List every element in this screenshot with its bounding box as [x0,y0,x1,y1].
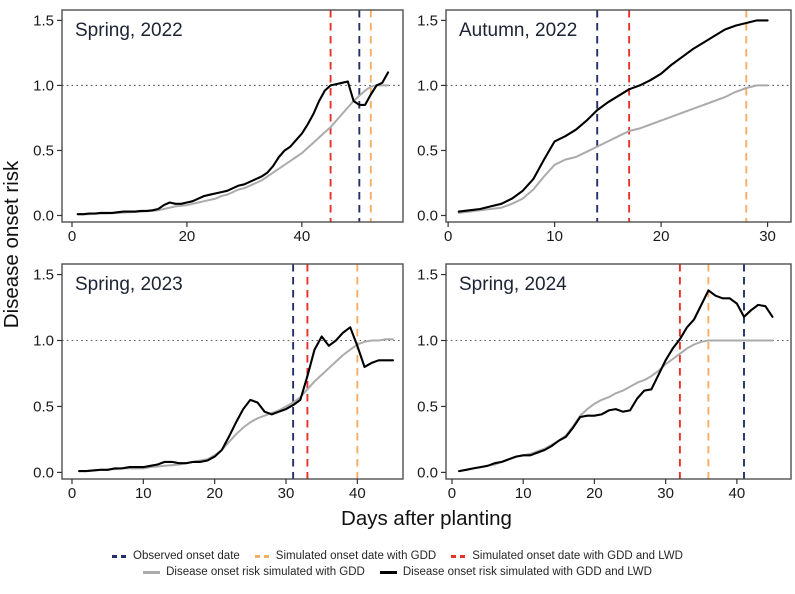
x-tick-label: 20 [653,228,670,245]
legend-label: Simulated onset date with GDD and LWD [472,550,683,562]
risk-curve-risk_gdd [457,84,769,214]
panel-title: Autumn, 2022 [459,20,577,41]
x-axis-title: Days after planting [341,507,512,530]
legend-item: Disease onset risk simulated with GDD an… [379,565,652,580]
x-tick-label: 40 [729,485,746,502]
y-tick-label: 1.0 [417,333,438,350]
chart-canvas: 0 20 40 0.0 0.5 1.0 1.5 Spring, 2022 0 10 20 30 0.0 0… [0,9,792,530]
x-tick-label: 0 [444,228,452,245]
legend-label: Simulated onset date with GDD [275,550,437,562]
panel-title: Spring, 2023 [75,274,183,295]
y-tick-label: 1.5 [33,267,54,284]
y-tick-label: 1.5 [33,12,54,29]
y-tick-label: 1.0 [33,77,54,94]
risk-curve-risk_gdd_lwd [78,326,395,473]
panel-border [61,263,404,480]
legend-item: Simulated onset date with GDD and LWD [451,549,683,564]
x-tick-label: 0 [68,228,76,245]
y-tick-label: 0.5 [33,398,54,415]
risk-curve-risk_gdd [76,84,390,216]
x-tick-label: 30 [657,485,674,502]
risk-curve-risk_gdd_lwd [457,19,769,213]
panel-border [61,9,404,223]
legend-dashed-key-icon [254,555,270,558]
legend-line-key-icon [379,571,397,574]
x-tick-label: 20 [179,228,196,245]
legend-dashed-key-icon [112,555,128,558]
legend-item: Simulated onset date with GDD [254,549,437,564]
x-tick-label: 30 [759,228,776,245]
x-tick-label: 20 [586,485,603,502]
chart-legend: Observed onset date Simulated onset date … [0,549,795,580]
panel-border [445,9,792,223]
panel-border [445,263,792,480]
x-tick-label: 30 [278,485,295,502]
legend-item: Observed onset date [112,549,240,564]
legend-line-key-icon [143,571,161,574]
legend-dashed-key-icon [451,555,467,558]
y-axis-title: Disease onset risk [0,160,23,328]
y-tick-label: 0.5 [33,142,54,159]
y-tick-label: 1.0 [33,333,54,350]
risk-curve-risk_gdd_lwd [76,71,390,216]
legend-label: Disease onset risk simulated with GDD [166,566,365,578]
x-tick-label: 0 [68,485,76,502]
risk-curve-risk_gdd [458,339,774,473]
y-tick-label: 0.0 [33,207,54,224]
legend-label: Observed onset date [133,550,240,562]
y-tick-label: 0.5 [417,398,438,415]
y-tick-label: 1.0 [417,77,438,94]
x-tick-label: 0 [448,485,456,502]
y-tick-label: 0.0 [33,464,54,481]
legend-row-2: Disease onset risk simulated with GDD Dis… [143,565,652,580]
x-tick-label: 10 [135,485,152,502]
legend-row-1: Observed onset date Simulated onset date … [112,549,683,564]
risk-curve-risk_gdd_lwd [458,289,774,473]
x-tick-label: 10 [515,485,532,502]
y-tick-label: 0.0 [417,207,438,224]
panel-title: Spring, 2022 [75,20,183,41]
legend-item: Disease onset risk simulated with GDD [143,565,365,580]
x-tick-label: 20 [206,485,223,502]
y-tick-label: 1.5 [417,12,438,29]
y-tick-label: 1.5 [417,267,438,284]
y-tick-label: 0.0 [417,464,438,481]
x-tick-label: 10 [546,228,563,245]
legend-label: Disease onset risk simulated with GDD an… [402,566,652,578]
panel-title: Spring, 2024 [459,274,567,295]
x-tick-label: 40 [294,228,311,245]
y-tick-label: 0.5 [417,142,438,159]
x-tick-label: 40 [349,485,366,502]
risk-curve-risk_gdd [78,338,394,473]
